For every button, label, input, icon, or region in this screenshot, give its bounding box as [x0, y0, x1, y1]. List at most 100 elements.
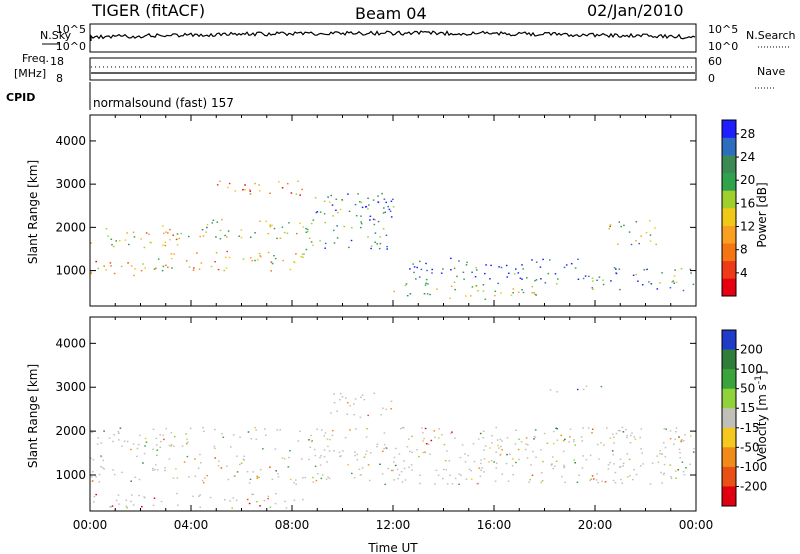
echo-cell: [535, 279, 538, 281]
echo-cell: [339, 455, 341, 458]
echo-cell: [159, 434, 161, 436]
echo-cell: [409, 268, 411, 270]
echo-cell: [214, 457, 216, 459]
echo-cell: [168, 458, 171, 460]
echo-cell: [139, 434, 141, 437]
echo-cell: [374, 219, 376, 221]
echo-cell: [427, 283, 429, 285]
echo-cell: [612, 479, 615, 482]
echo-cell: [168, 444, 171, 447]
echo-cell: [240, 462, 243, 464]
echo-cell: [494, 290, 497, 292]
echo-cell: [277, 476, 280, 478]
echo-cell: [627, 476, 629, 478]
echo-cell: [125, 499, 128, 501]
echo-cell: [479, 475, 482, 477]
echo-cell: [312, 244, 314, 246]
echo-cell: [172, 234, 174, 236]
echo-cell: [617, 243, 619, 245]
echo-cell: [189, 427, 192, 430]
echo-cell: [413, 271, 415, 274]
echo-cell: [682, 471, 685, 473]
echo-cell: [301, 458, 303, 460]
nsearch-label: N.Search: [746, 29, 796, 42]
echo-cell: [531, 285, 533, 288]
echo-cell: [112, 469, 114, 471]
velocity-colorbar: 200 100 50 15 -15 -50 -100 -200: [721, 329, 767, 507]
echo-cell: [506, 453, 508, 456]
echo-cell: [330, 194, 332, 197]
echo-cell: [319, 240, 321, 242]
echo-cell: [226, 250, 228, 253]
colorbar-swatch: [722, 137, 736, 156]
echo-cell: [324, 432, 327, 434]
echo-cell: [499, 438, 502, 441]
echo-cell: [552, 467, 554, 470]
echo-cell: [602, 283, 605, 286]
echo-cell: [390, 216, 393, 218]
echo-cell: [279, 429, 281, 431]
echo-cell: [301, 253, 304, 255]
echo-cell: [479, 432, 482, 435]
echo-cell: [258, 252, 261, 255]
echo-cell: [221, 433, 223, 435]
echo-cell: [489, 278, 491, 280]
echo-cell: [640, 235, 642, 237]
echo-cell: [595, 479, 598, 481]
echo-cell: [556, 391, 558, 393]
echo-cell: [335, 209, 337, 211]
echo-cell: [590, 478, 592, 480]
y-tick-label: 2000: [55, 220, 86, 234]
echo-cell: [609, 461, 611, 464]
echo-cell: [333, 450, 335, 452]
echo-cell: [640, 448, 642, 450]
echo-cell: [373, 223, 376, 226]
echo-cell: [251, 493, 253, 495]
echo-cell: [626, 434, 628, 437]
echo-cell: [601, 480, 603, 482]
freq-panel-frame: [89, 57, 697, 81]
echo-cell: [333, 242, 336, 244]
echo-cell: [434, 436, 436, 438]
echo-cell: [597, 481, 599, 484]
echo-cell: [430, 439, 433, 442]
echo-cell: [408, 438, 410, 440]
echo-cell: [435, 469, 438, 471]
echo-cell: [269, 224, 271, 226]
echo-cell: [330, 412, 332, 414]
echo-cell: [557, 278, 559, 280]
echo-cell: [155, 464, 157, 466]
echo-cell: [392, 206, 395, 208]
echo-cell: [635, 221, 638, 223]
echo-cell: [423, 437, 425, 440]
echo-cell: [314, 465, 317, 467]
echo-cell: [126, 232, 128, 234]
echo-cell: [501, 449, 503, 451]
echo-cell: [399, 428, 402, 430]
echo-cell: [111, 244, 113, 246]
echo-cell: [519, 277, 522, 279]
echo-cell: [313, 448, 316, 451]
echo-cell: [283, 458, 286, 460]
echo-cell: [461, 444, 464, 446]
echo-cell: [521, 278, 523, 280]
echo-cell: [482, 284, 485, 286]
echo-cell: [389, 210, 392, 212]
echo-cell: [596, 279, 598, 281]
echo-cell: [299, 194, 301, 196]
echo-cell: [143, 452, 146, 455]
echo-cell: [249, 236, 252, 238]
echo-cell: [622, 465, 624, 467]
echo-cell: [228, 182, 231, 185]
echo-cell: [126, 440, 129, 443]
echo-cell: [518, 438, 520, 440]
echo-cell: [254, 259, 256, 262]
echo-cell: [673, 443, 675, 445]
echo-cell: [422, 451, 425, 454]
echo-cell: [218, 460, 220, 462]
echo-cell: [312, 476, 314, 479]
echo-cell: [574, 462, 576, 464]
echo-cell: [199, 506, 201, 508]
echo-cell: [514, 443, 517, 445]
echo-cell: [138, 494, 140, 497]
